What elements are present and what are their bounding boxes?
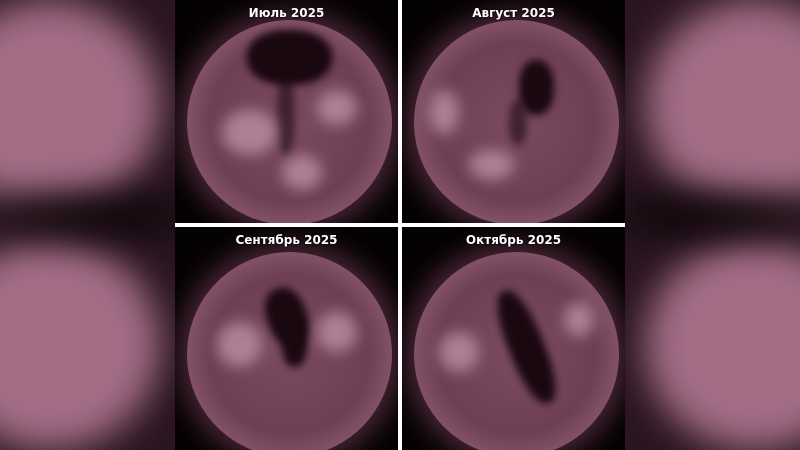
sun-image (414, 20, 619, 223)
panel-october: Октябрь 2025 (402, 227, 625, 450)
sun-collage: Июль 2025 Август 2025 Сентябрь 2025 Октя… (175, 0, 625, 450)
panel-september: Сентябрь 2025 (175, 227, 398, 450)
panel-july: Июль 2025 (175, 0, 398, 223)
panel-label: Октябрь 2025 (465, 233, 562, 247)
panel-label: Сентябрь 2025 (235, 233, 338, 247)
sun-image (187, 252, 392, 450)
sun-image (187, 20, 392, 223)
blurred-background-left (0, 0, 175, 450)
blurred-background-right (625, 0, 800, 450)
panel-label: Август 2025 (472, 6, 555, 20)
panel-august: Август 2025 (402, 0, 625, 223)
sun-image (414, 252, 619, 450)
panel-label: Июль 2025 (248, 6, 325, 20)
